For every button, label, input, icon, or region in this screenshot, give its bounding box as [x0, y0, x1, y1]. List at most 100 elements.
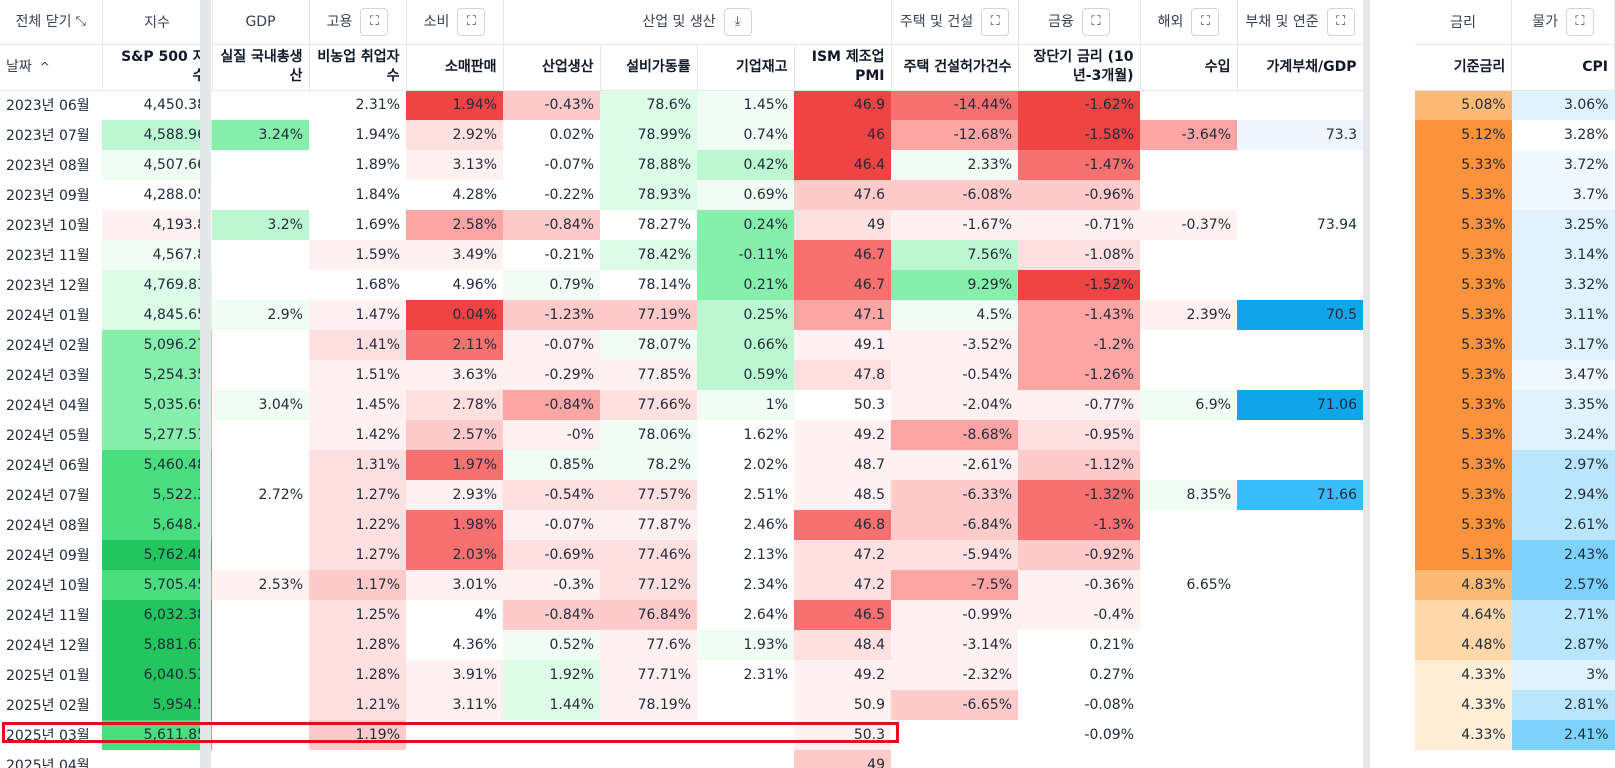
table-row[interactable]: 5.33% 3.11% — [1415, 300, 1615, 330]
column-header-수입[interactable]: 수입 — [1140, 44, 1238, 91]
column-header-가계부채-gdp[interactable]: 가계부채/GDP — [1237, 44, 1364, 91]
table-row[interactable]: 5.33% 3.25% — [1415, 210, 1615, 240]
table-row[interactable]: 2025년 01월 6,040.53 1.28% 3.91% 1.92% 77.71% 2.… — [0, 660, 1363, 690]
pinned-column-splitter[interactable] — [200, 0, 211, 768]
table-row[interactable]: 2024년 02월 5,096.27 1.41% 2.11% -0.07% 78.07% 0… — [0, 330, 1363, 360]
column-header-label: S&P 500 지수 — [121, 49, 205, 84]
table-row[interactable]: 5.33% 3.35% — [1415, 390, 1615, 420]
table-row[interactable]: 2023년 08월 4,507.66 1.89% 3.13% -0.07% 78.88% 0… — [0, 150, 1363, 180]
column-header-비농업-취업자수[interactable]: 비농업 취업자수 — [309, 44, 407, 91]
cell-수입 — [1140, 540, 1237, 570]
cell-가계부채-gdp: 73.94 — [1237, 210, 1363, 240]
table-row[interactable]: 5.13% 2.43% — [1415, 540, 1615, 570]
column-header-장단기-금리-10년-3개월-[interactable]: 장단기 금리 (10년-3개월) — [1018, 44, 1141, 91]
cell-소매판매: 2.92% — [406, 120, 503, 150]
cell-cpi: 2.41% — [1511, 720, 1615, 750]
cell-기업재고: 0.69% — [697, 180, 794, 210]
table-row[interactable]: 4.64% 2.71% — [1415, 600, 1615, 630]
cell-산업생산: -0% — [503, 420, 600, 450]
cell-소매판매: 3.13% — [406, 150, 503, 180]
table-row[interactable]: 4.83% 2.57% — [1415, 570, 1615, 600]
cell-수입: -0.37% — [1140, 210, 1237, 240]
cell-산업생산: -0.84% — [503, 600, 600, 630]
cell-설비가동률: 78.93% — [600, 180, 697, 210]
column-header-주택-건설허가건수[interactable]: 주택 건설허가건수 — [891, 44, 1019, 91]
column-header-기준금리[interactable]: 기준금리 — [1415, 44, 1513, 91]
table-row[interactable]: 5.33% 3.17% — [1415, 330, 1615, 360]
table-row[interactable]: 2025년 02월 5,954.5 1.21% 3.11% 1.44% 78.19% 50.… — [0, 690, 1363, 720]
cell-기준금리: 5.33% — [1415, 360, 1512, 390]
table-row[interactable]: 5.33% 3.7% — [1415, 180, 1615, 210]
table-row[interactable]: 5.33% 2.97% — [1415, 450, 1615, 480]
table-row[interactable]: 2024년 10월 5,705.45 2.53% 1.17% 3.01% -0.3% 77.… — [0, 570, 1363, 600]
table-row[interactable]: 2023년 06월 4,450.38 2.31% 1.94% -0.43% 78.6% 1.… — [0, 90, 1363, 120]
cell-주택-건설허가건수: -7.5% — [891, 570, 1018, 600]
cell-기준금리: 5.33% — [1415, 150, 1512, 180]
cell-cpi: 2.94% — [1511, 480, 1615, 510]
cell-설비가동률: 77.12% — [600, 570, 697, 600]
table-row[interactable]: 2024년 11월 6,032.38 1.25% 4% -0.84% 76.84% 2.64… — [0, 600, 1363, 630]
expand-icon[interactable]: ⛶ — [1326, 7, 1355, 36]
sort-ascending-icon[interactable]: ^ — [39, 59, 50, 74]
table-row[interactable]: 2024년 06월 5,460.48 1.31% 1.97% 0.85% 78.2% 2.0… — [0, 450, 1363, 480]
column-header-cpi[interactable]: CPI — [1511, 44, 1615, 91]
column-header-s-p-500-지수[interactable]: S&P 500 지수 — [102, 44, 213, 91]
column-header-산업생산[interactable]: 산업생산 — [503, 44, 601, 91]
expand-icon[interactable]: ⛶ — [1565, 7, 1594, 36]
cell-장단기-금리-10년-3개월-: -0.71% — [1018, 210, 1140, 240]
expand-icon[interactable]: ⛶ — [981, 7, 1010, 36]
table-section-splitter[interactable] — [1363, 0, 1370, 768]
table-row[interactable]: 2024년 12월 5,881.63 1.28% 4.36% 0.52% 77.6% 1.9… — [0, 630, 1363, 660]
table-row[interactable]: 5.33% 2.94% — [1415, 480, 1615, 510]
collapse-icon[interactable]: ⤓ — [723, 7, 752, 36]
table-row[interactable]: 5.33% 3.14% — [1415, 240, 1615, 270]
expand-icon[interactable]: ⛶ — [360, 7, 389, 36]
table-row[interactable]: 5.08% 3.06% — [1415, 90, 1615, 120]
table-row[interactable]: 2023년 09월 4,288.05 1.84% 4.28% -0.22% 78.93% 0… — [0, 180, 1363, 210]
cell-주택-건설허가건수: -8.68% — [891, 420, 1018, 450]
table-row[interactable] — [1415, 750, 1615, 768]
table-row[interactable]: 4.33% 2.81% — [1415, 690, 1615, 720]
table-row[interactable]: 5.12% 3.28% — [1415, 120, 1615, 150]
column-header-소매판매[interactable]: 소매판매 — [406, 44, 504, 91]
cell-실질-국내총생산 — [212, 720, 309, 750]
table-row[interactable]: 2023년 10월 4,193.8 3.2% 1.69% 2.58% -0.84% 78.2… — [0, 210, 1363, 240]
table-row[interactable]: 2024년 03월 5,254.35 1.51% 3.63% -0.29% 77.85% 0… — [0, 360, 1363, 390]
table-row[interactable]: 5.33% 3.32% — [1415, 270, 1615, 300]
column-header-실질-국내총생산[interactable]: 실질 국내총생산 — [212, 44, 310, 91]
table-row[interactable]: 5.33% 3.24% — [1415, 420, 1615, 450]
cell-주택-건설허가건수: 7.56% — [891, 240, 1018, 270]
table-row[interactable]: 5.33% 2.61% — [1415, 510, 1615, 540]
table-row[interactable]: 2024년 05월 5,277.51 1.42% 2.57% -0% 78.06% 1.62… — [0, 420, 1363, 450]
category-label: 해외 — [1157, 13, 1184, 30]
table-row[interactable]: 2024년 09월 5,762.48 1.27% 2.03% -0.69% 77.46% 2… — [0, 540, 1363, 570]
column-header-ism-제조업-pmi[interactable]: ISM 제조업 PMI — [794, 44, 892, 91]
expand-icon[interactable]: ⛶ — [1081, 7, 1110, 36]
table-row[interactable]: 4.33% 2.41% — [1415, 720, 1615, 750]
table-row[interactable]: 2024년 04월 5,035.69 3.04% 1.45% 2.78% -0.84% 77… — [0, 390, 1363, 420]
table-row[interactable]: 4.33% 3% — [1415, 660, 1615, 690]
column-header-날짜[interactable]: 날짜 ^ — [0, 44, 103, 91]
expand-icon[interactable]: ⛶ — [1191, 7, 1220, 36]
table-row[interactable]: 4.48% 2.87% — [1415, 630, 1615, 660]
table-row[interactable]: 2023년 12월 4,769.83 1.68% 4.96% 0.79% 78.14% 0.… — [0, 270, 1363, 300]
table-row[interactable]: 2025년 04월 49 — [0, 750, 1363, 768]
cell-s-p-500-지수: 5,881.63 — [102, 630, 212, 660]
cell-산업생산: -1.23% — [503, 300, 600, 330]
column-header-설비가동률[interactable]: 설비가동률 — [600, 44, 698, 91]
column-header-기업재고[interactable]: 기업재고 — [697, 44, 795, 91]
table-row[interactable]: 2024년 08월 5,648.4 1.22% 1.98% -0.07% 77.87% 2.… — [0, 510, 1363, 540]
cell-기업재고: 1.62% — [697, 420, 794, 450]
collapse-all-icon[interactable]: ⤡ — [75, 7, 86, 36]
cell-설비가동률: 78.2% — [600, 450, 697, 480]
table-row[interactable]: 2023년 07월 4,588.96 3.24% 1.94% 2.92% 0.02% 78.… — [0, 120, 1363, 150]
table-row[interactable]: 2024년 07월 5,522.3 2.72% 1.27% 2.93% -0.54% 77.… — [0, 480, 1363, 510]
cell-설비가동률 — [600, 750, 697, 768]
cell-실질-국내총생산 — [212, 180, 309, 210]
table-row[interactable]: 2024년 01월 4,845.65 2.9% 1.47% 0.04% -1.23% 77.… — [0, 300, 1363, 330]
table-row[interactable]: 5.33% 3.47% — [1415, 360, 1615, 390]
table-row[interactable]: 5.33% 3.72% — [1415, 150, 1615, 180]
column-header-label: 장단기 금리 (10년-3개월) — [1033, 49, 1134, 84]
expand-icon[interactable]: ⛶ — [457, 7, 486, 36]
table-row[interactable]: 2023년 11월 4,567.8 1.59% 3.49% -0.21% 78.42% -0… — [0, 240, 1363, 270]
